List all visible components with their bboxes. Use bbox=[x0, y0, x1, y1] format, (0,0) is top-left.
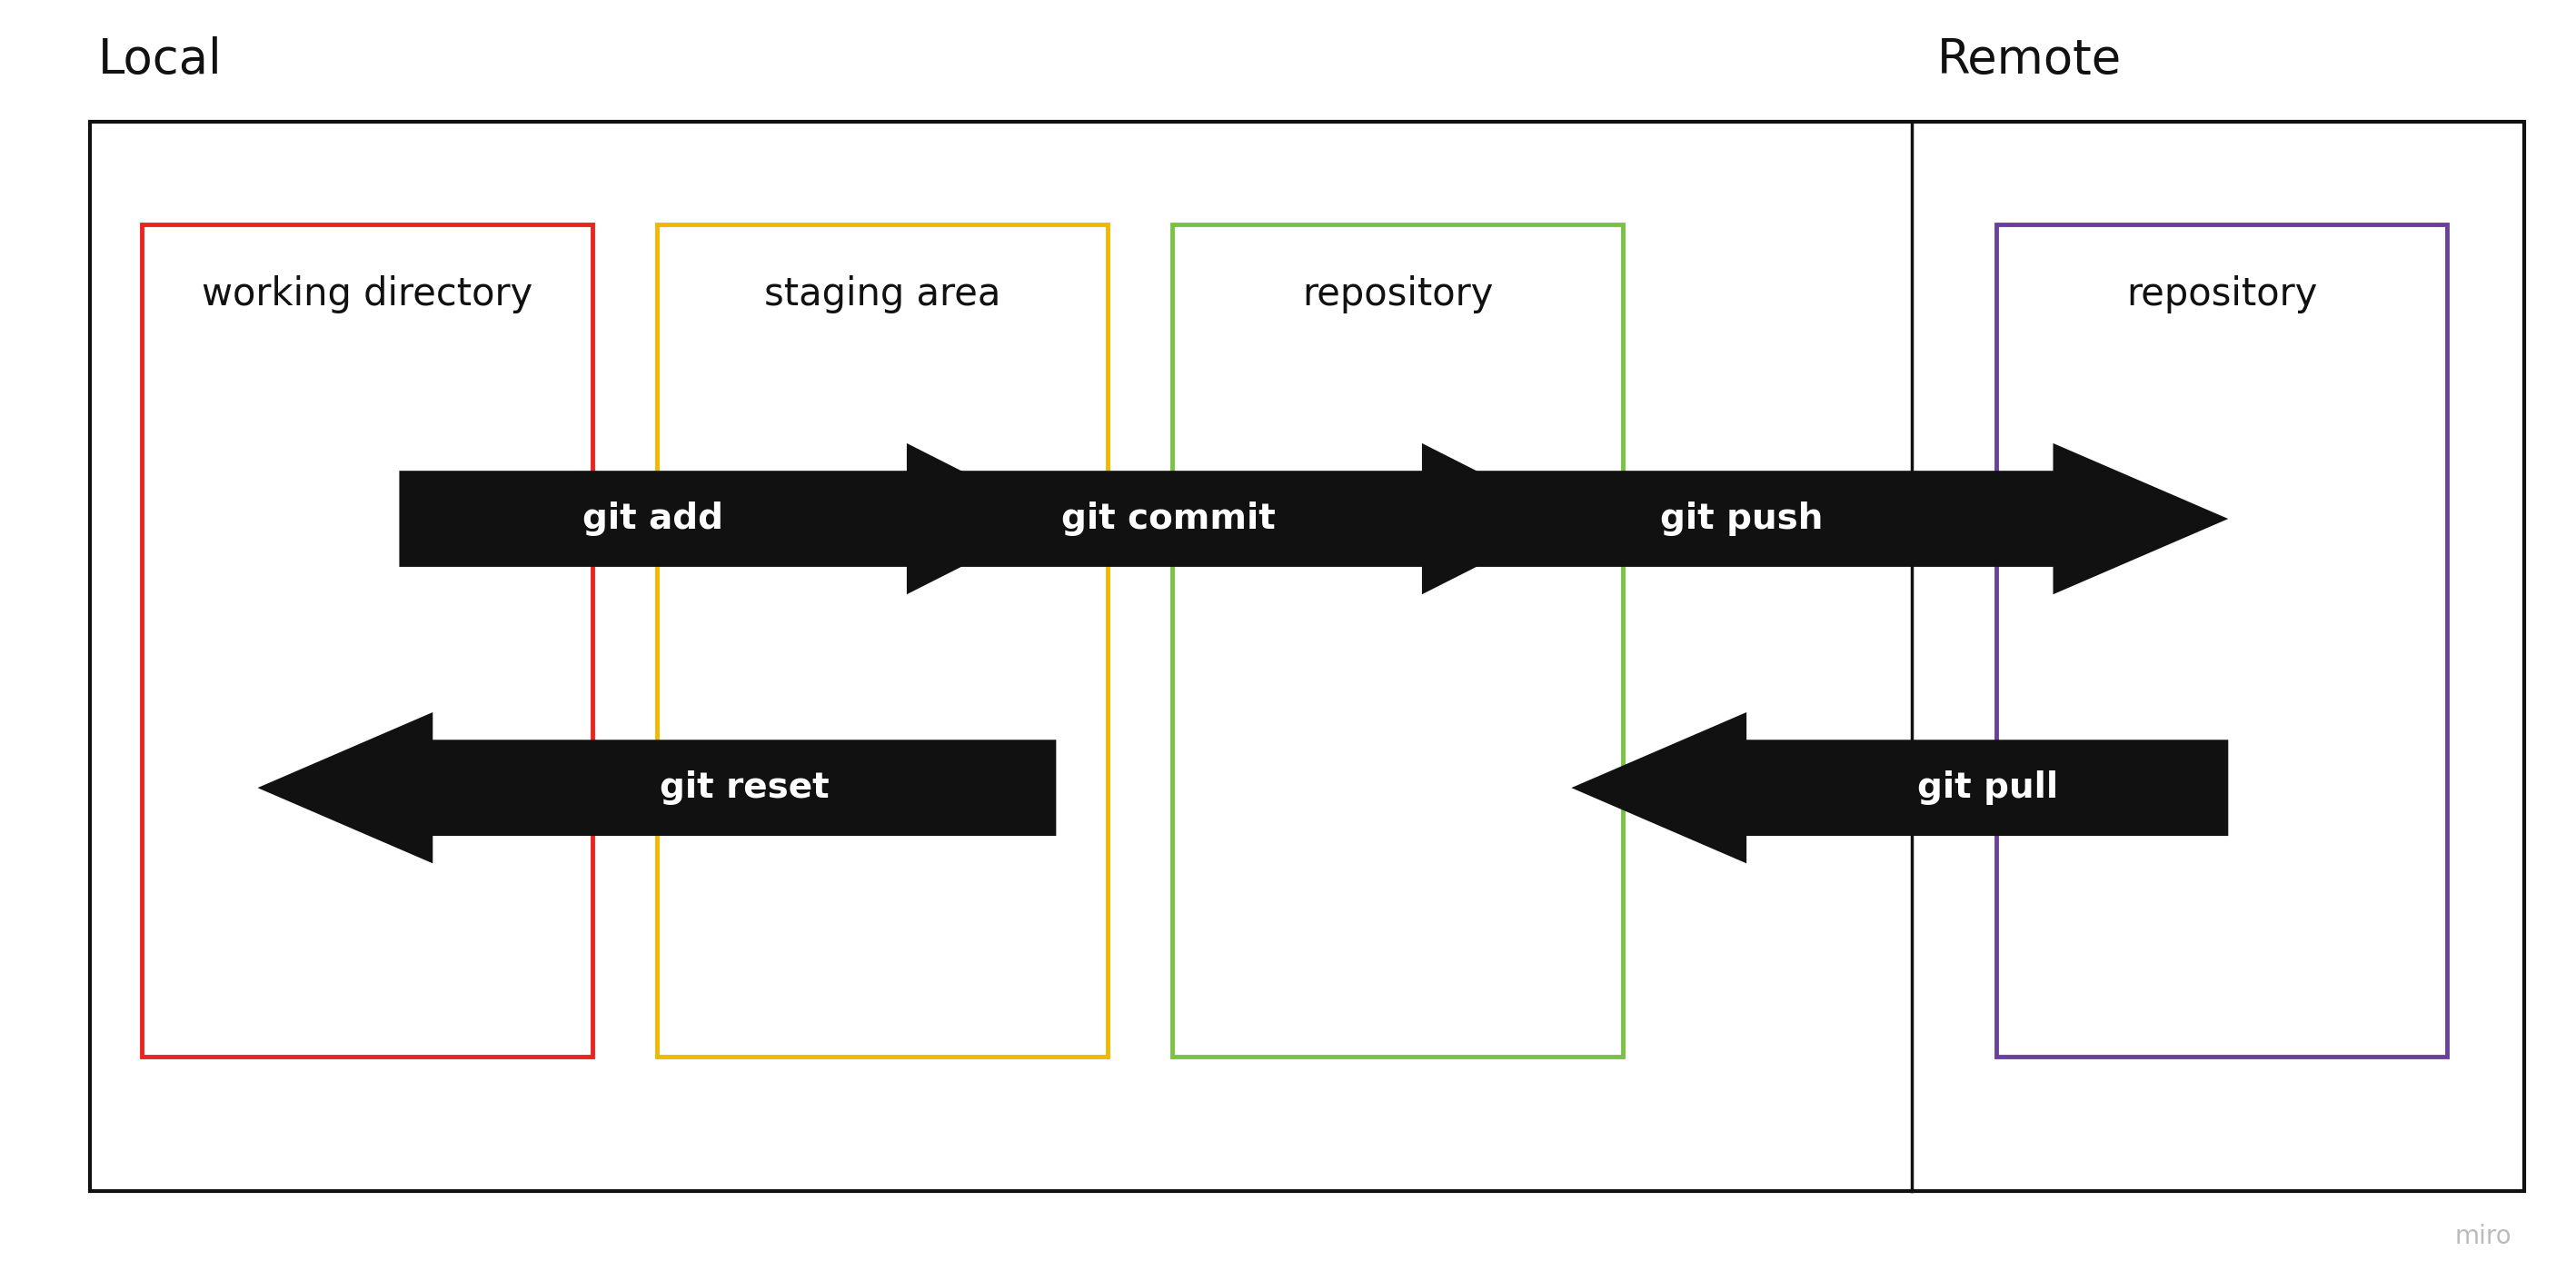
FancyBboxPatch shape bbox=[657, 224, 1108, 1057]
Text: working directory: working directory bbox=[201, 275, 533, 314]
Polygon shape bbox=[258, 712, 1056, 863]
Text: git pull: git pull bbox=[1917, 771, 2058, 804]
Text: miro: miro bbox=[2455, 1223, 2512, 1249]
Polygon shape bbox=[1430, 443, 2228, 594]
Text: repository: repository bbox=[1301, 275, 1494, 314]
Text: git push: git push bbox=[1659, 502, 1824, 535]
FancyBboxPatch shape bbox=[1172, 224, 1623, 1057]
FancyBboxPatch shape bbox=[90, 122, 2524, 1191]
Text: git add: git add bbox=[582, 502, 724, 535]
FancyBboxPatch shape bbox=[1996, 224, 2447, 1057]
Polygon shape bbox=[399, 443, 1056, 594]
Polygon shape bbox=[914, 443, 1571, 594]
Text: git commit: git commit bbox=[1061, 502, 1275, 535]
Text: repository: repository bbox=[2125, 275, 2318, 314]
Polygon shape bbox=[1571, 712, 2228, 863]
FancyBboxPatch shape bbox=[142, 224, 592, 1057]
Text: git reset: git reset bbox=[659, 771, 829, 804]
Text: Local: Local bbox=[98, 36, 222, 83]
Text: Remote: Remote bbox=[1937, 36, 2123, 83]
Text: staging area: staging area bbox=[765, 275, 999, 314]
